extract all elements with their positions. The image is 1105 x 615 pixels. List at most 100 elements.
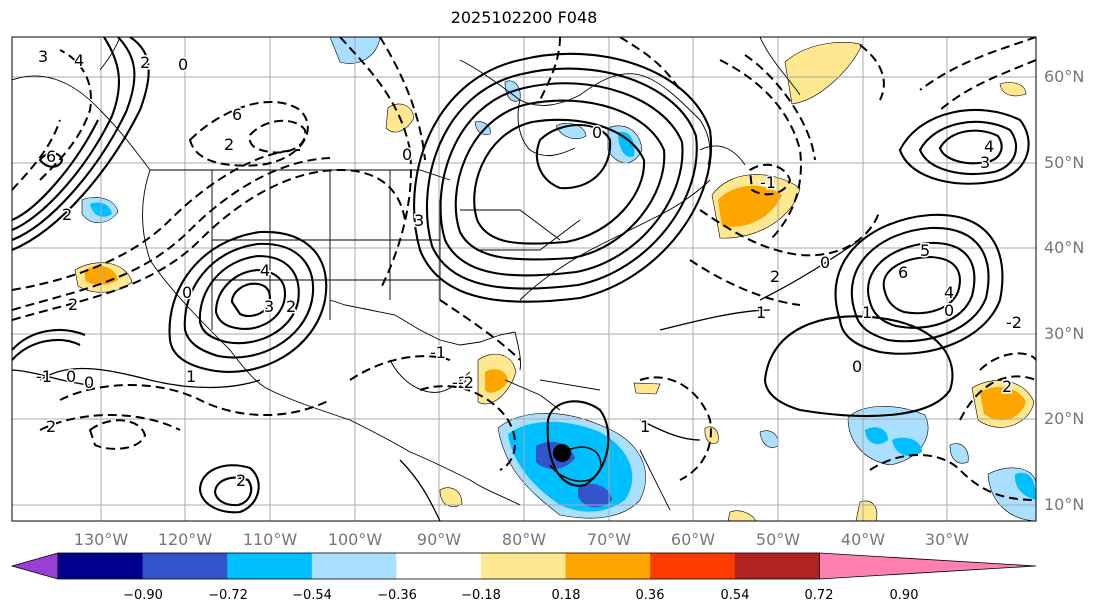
- negative-anomaly-area: [474, 121, 491, 135]
- contour-label: 0: [592, 123, 602, 142]
- colorbar: [10, 552, 1037, 580]
- colorbar-segment: [650, 553, 736, 579]
- contour-label: 1: [862, 303, 872, 322]
- colorbar-label: 0.90: [889, 588, 919, 603]
- contour-label: 3: [264, 297, 274, 316]
- lat-label-40n: 40°N: [1044, 238, 1085, 257]
- contour-label: 4: [260, 261, 270, 280]
- contour-label: 1: [640, 417, 650, 436]
- negative-anomaly-area: [1014, 472, 1036, 500]
- positive-anomaly-area: [727, 510, 757, 521]
- contour-label: -2: [458, 373, 474, 392]
- contour-label: 0: [178, 55, 188, 74]
- positive-anomaly-area: [999, 82, 1027, 97]
- contour-label: 3: [38, 47, 48, 66]
- positive-anomaly-area: [485, 369, 508, 393]
- colorbar-segment: [58, 553, 144, 579]
- colorbar-label: 0.54: [720, 588, 750, 603]
- colorbar-segment: [565, 553, 651, 579]
- lon-label-40w: 40°W: [840, 530, 886, 549]
- contour-label: 6: [46, 147, 56, 166]
- contour-label: 6: [232, 105, 242, 124]
- colorbar-label: 0.18: [551, 588, 581, 603]
- positive-anomaly-area: [439, 487, 463, 507]
- dashed-contours: [12, 37, 1036, 501]
- colorbar-segment: [396, 553, 482, 579]
- contour-label: 4: [984, 137, 994, 156]
- negative-anomaly-area: [618, 131, 635, 157]
- contour-label: 2: [224, 135, 234, 154]
- contour-label: 6: [898, 263, 908, 282]
- lon-label-120w: 120°W: [157, 530, 213, 549]
- lon-label-80w: 80°W: [501, 530, 547, 549]
- colorbar-segment: [734, 553, 820, 579]
- lon-label-30w: 30°W: [924, 530, 970, 549]
- colorbar-frame: [57, 552, 820, 580]
- lon-label-130w: 130°W: [73, 530, 129, 549]
- lon-label-90w: 90°W: [416, 530, 462, 549]
- colorbar-label: −0.90: [123, 588, 163, 603]
- lon-label-70w: 70°W: [586, 530, 632, 549]
- colorbar-label: −0.36: [377, 588, 417, 603]
- thin-contours: [12, 239, 861, 521]
- positive-anomaly-area: [718, 185, 782, 227]
- contour-label: 2: [62, 205, 72, 224]
- contour-label: 0: [944, 301, 954, 320]
- contours: [12, 37, 1030, 514]
- contour-label: -2: [1006, 313, 1022, 332]
- graticule: [12, 37, 1036, 521]
- lon-label-50w: 50°W: [755, 530, 801, 549]
- colorbar-segment: [481, 553, 567, 579]
- colorbar-segment: [311, 553, 397, 579]
- contour-label: 0: [852, 357, 862, 376]
- colorbar-label: 0.36: [635, 588, 665, 603]
- lat-label-10n: 10°N: [1044, 495, 1085, 514]
- negative-anomaly-area: [892, 437, 922, 456]
- contour-label: 0: [820, 253, 830, 272]
- contour-label: 2: [140, 53, 150, 72]
- contour-label: 4: [74, 51, 84, 70]
- lat-label-20n: 20°N: [1044, 409, 1085, 428]
- positive-anomaly-area: [855, 500, 878, 521]
- negative-anomaly-area: [865, 427, 888, 445]
- colorbar-arrow-left: [10, 552, 59, 580]
- contour-label: 3: [980, 153, 990, 172]
- contour-label: 0: [84, 373, 94, 392]
- negative-anomaly-area: [578, 483, 612, 508]
- contour-label: 0: [182, 283, 192, 302]
- lon-label-60w: 60°W: [670, 530, 716, 549]
- colorbar-segment: [142, 553, 228, 579]
- colorbar-segment: [227, 553, 313, 579]
- negative-anomaly-area: [759, 430, 779, 448]
- colorbar-label: −0.72: [208, 588, 248, 603]
- positive-anomaly-area: [980, 387, 1026, 421]
- contour-label: 2: [68, 295, 78, 314]
- contour-label: 2: [286, 297, 296, 316]
- map-title: 2025102200 F048: [450, 8, 598, 27]
- contour-label: 5: [920, 241, 930, 260]
- contour-label: 1: [186, 367, 196, 386]
- contour-label: 3: [414, 211, 424, 230]
- lon-label-110w: 110°W: [242, 530, 298, 549]
- colorbar-arrow-right: [819, 552, 1037, 580]
- contour-label: 2: [46, 417, 56, 436]
- contour-label: 2: [1002, 377, 1012, 396]
- contour-label: 1: [756, 303, 766, 322]
- contour-label: -1: [430, 343, 446, 362]
- colorbar-label: −0.18: [461, 588, 501, 603]
- lon-label-100w: 100°W: [327, 530, 383, 549]
- lat-label-60n: 60°N: [1044, 67, 1085, 86]
- colorbar-label: −0.54: [292, 588, 332, 603]
- contour-label: 2: [770, 267, 780, 286]
- contour-label: 2: [236, 471, 246, 490]
- negative-anomaly-area: [949, 443, 969, 464]
- colorbar-label: 0.72: [804, 588, 834, 603]
- contour-label: -1: [36, 367, 52, 386]
- lat-label-30n: 30°N: [1044, 324, 1085, 343]
- positive-anomaly-area: [784, 42, 863, 105]
- contour-label: -2: [452, 373, 468, 392]
- contour-label: 0: [402, 145, 412, 164]
- map-frame: [11, 36, 1037, 522]
